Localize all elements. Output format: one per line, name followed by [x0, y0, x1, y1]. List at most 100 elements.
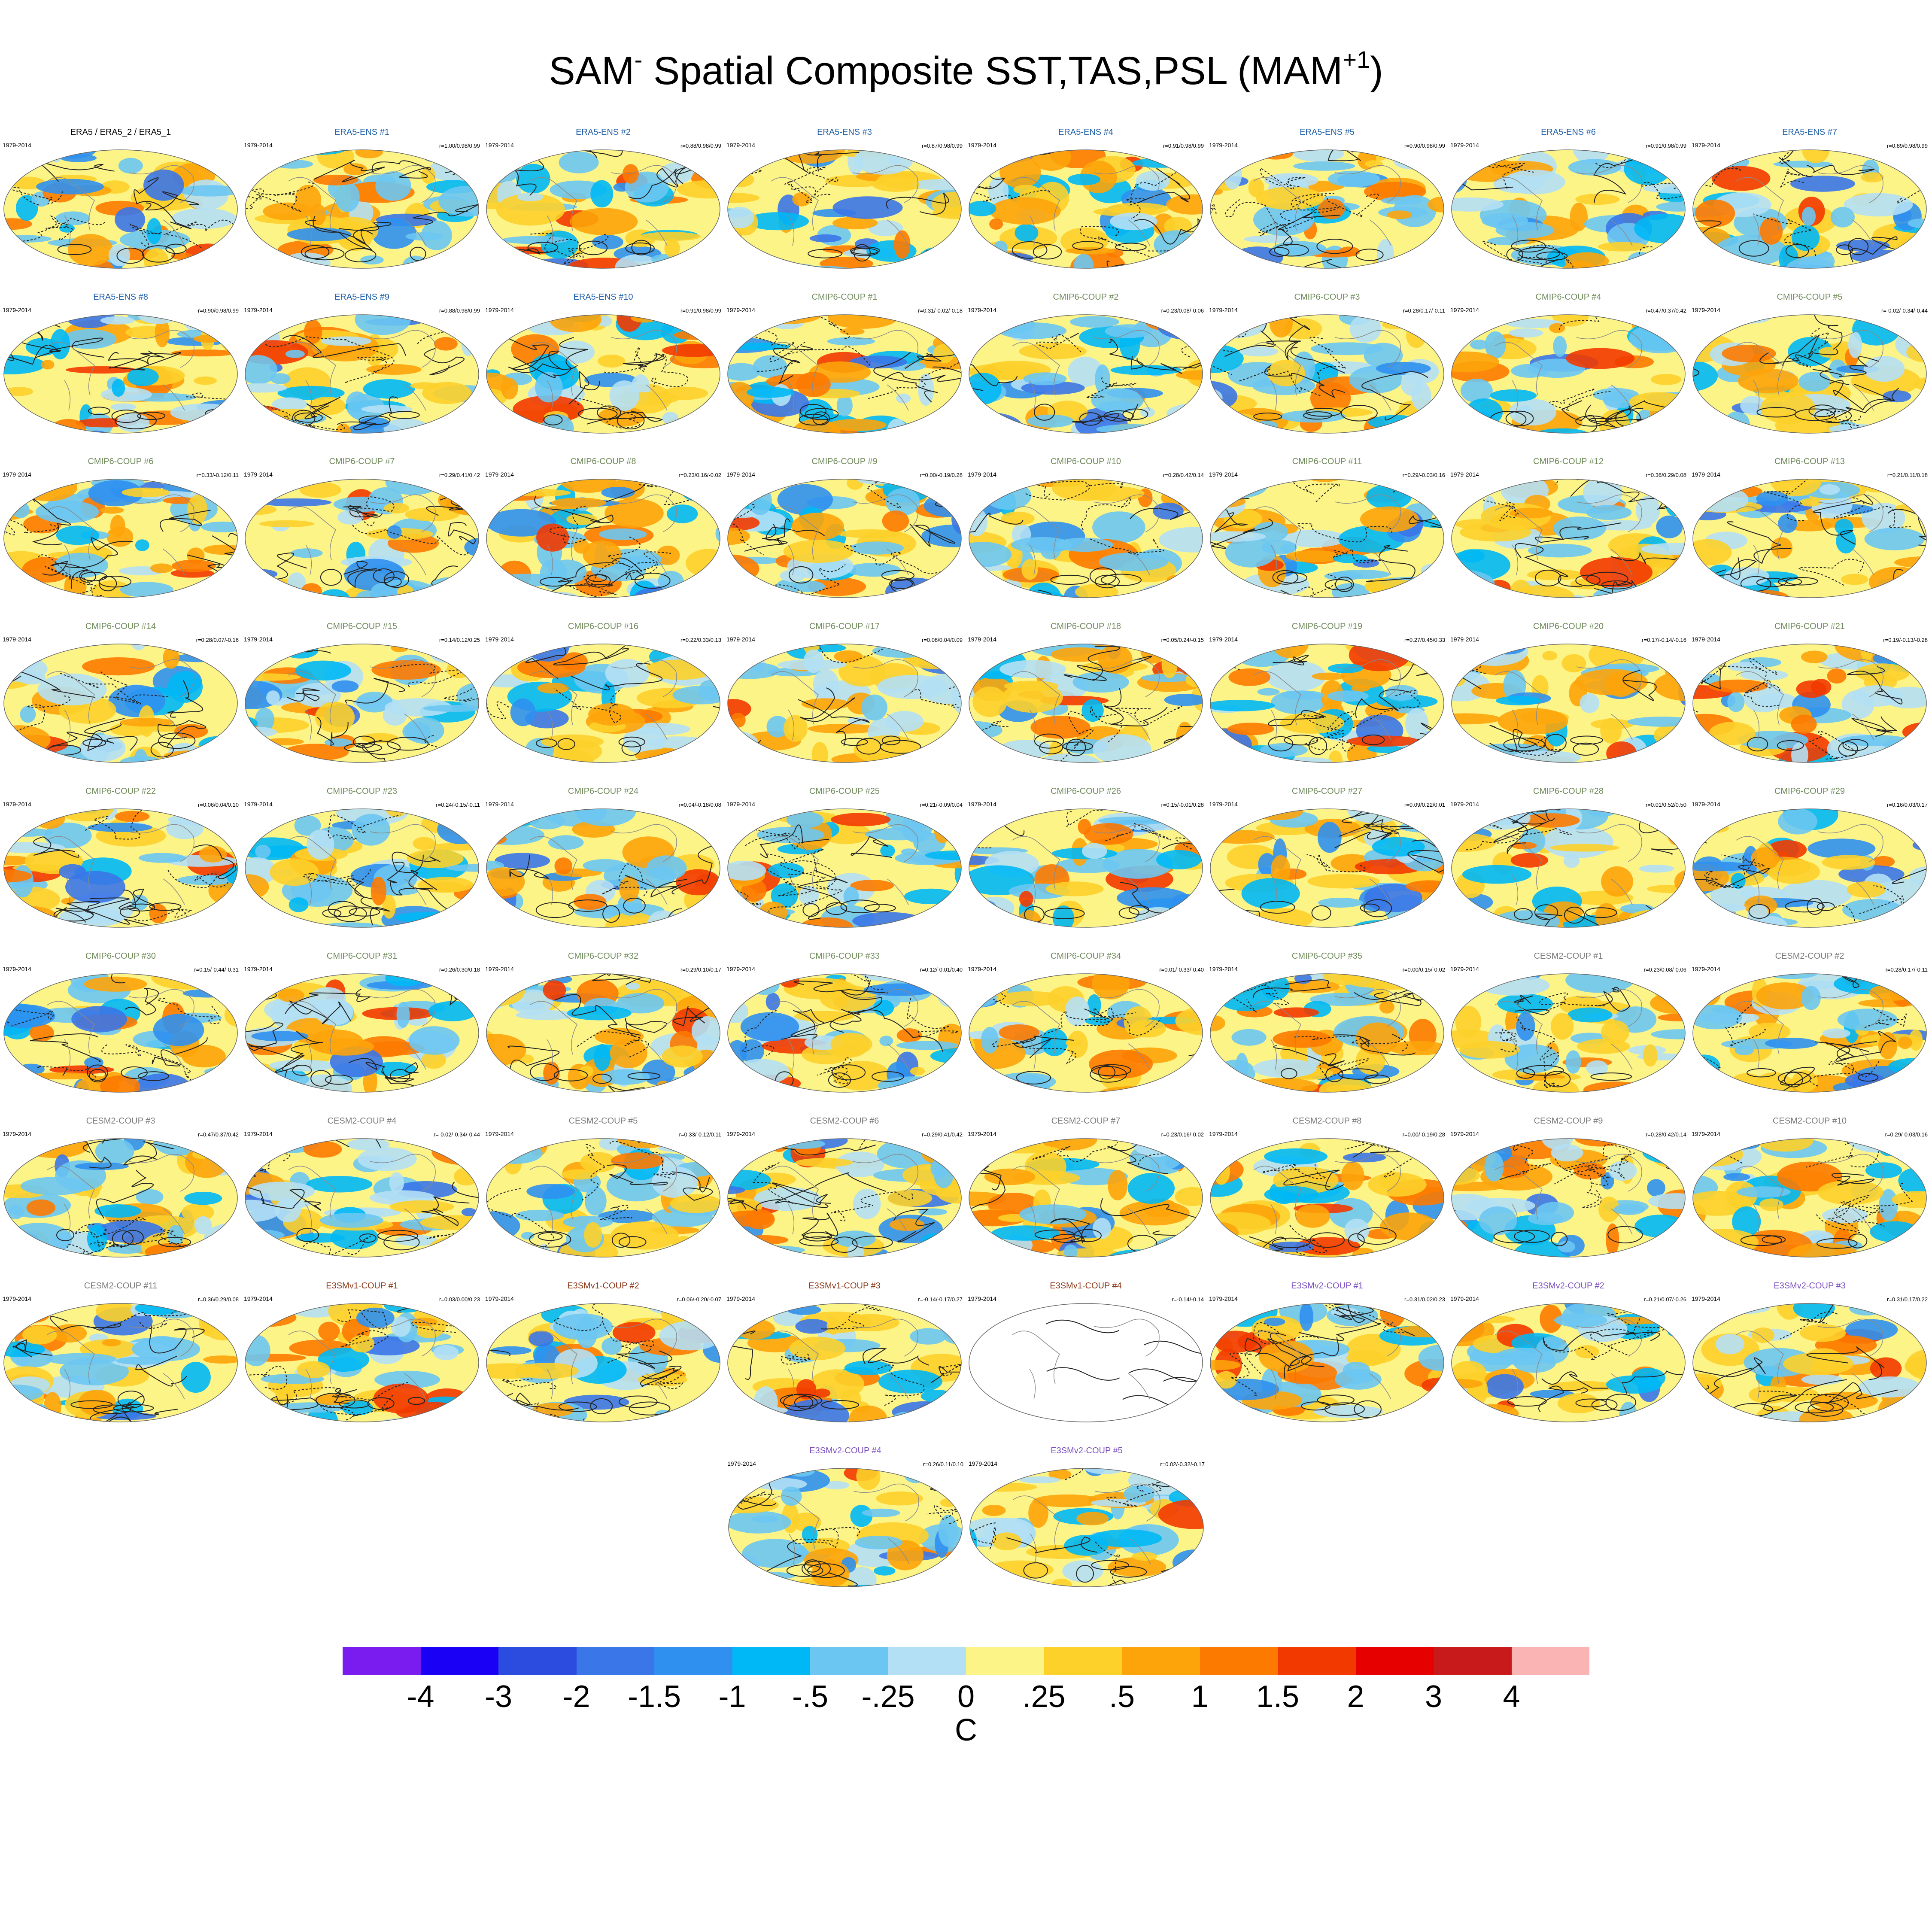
psl-contour [1013, 1036, 1075, 1059]
psl-contour [1452, 810, 1502, 843]
anomaly-patch [1792, 1070, 1818, 1092]
psl-contour [339, 222, 392, 246]
psl-contour [1269, 247, 1290, 257]
psl-contour [799, 1236, 839, 1247]
psl-contour [724, 269, 743, 271]
anomaly-patch [1307, 874, 1380, 889]
psl-contour [553, 645, 629, 665]
anomaly-patch [1019, 1476, 1060, 1483]
coastline [47, 659, 194, 740]
anomaly-patch [1892, 1191, 1926, 1209]
psl-contour [42, 560, 88, 589]
anomaly-patch [783, 540, 854, 563]
psl-contour [354, 496, 395, 526]
panel-pattern-correlation: r=0.06/-0.20/-0.07 [677, 1296, 721, 1303]
anomaly-patch [456, 682, 479, 710]
panel-pattern-correlation: r=-0.02/-0.34/-0.44 [1881, 307, 1928, 314]
anomaly-patch [1318, 822, 1342, 853]
anomaly-patch [740, 1012, 799, 1042]
anomaly-patch [516, 164, 550, 194]
panel-years: 1979-2014 [1450, 1295, 1479, 1302]
anomaly-patch [1749, 1023, 1791, 1041]
panel-years: 1979-2014 [1209, 471, 1238, 478]
psl-contour [812, 411, 830, 425]
anomaly-patch [447, 660, 473, 678]
anomaly-patch [494, 574, 562, 587]
psl-contour [1274, 243, 1309, 257]
anomaly-patch [1216, 315, 1236, 328]
coastline [529, 989, 677, 1070]
coastline [1495, 330, 1642, 411]
map-border [969, 1138, 1203, 1258]
anomaly-patch [198, 736, 236, 755]
psl-contour [1564, 906, 1585, 924]
anomaly-patch [1462, 809, 1506, 810]
psl-contour [121, 1066, 148, 1079]
anomaly-patch [1341, 1161, 1364, 1191]
coastline [1495, 989, 1642, 1070]
anomaly-patch [1657, 150, 1685, 158]
anomaly-patch [997, 809, 1010, 818]
anomaly-patch [1899, 150, 1918, 163]
anomaly-patch [1210, 531, 1266, 542]
global-map [245, 1138, 479, 1258]
anomaly-patch [118, 158, 143, 174]
anomaly-patch [1285, 550, 1342, 562]
panel-pattern-correlation: r=0.22/0.33/0.13 [680, 637, 721, 643]
anomaly-patch [714, 815, 720, 832]
anomaly-patch [200, 417, 237, 433]
psl-contour [111, 974, 138, 984]
anomaly-patch [1110, 365, 1182, 375]
panel-years: 1979-2014 [726, 471, 755, 478]
panel-pattern-correlation: r=0.90/0.98/0.99 [1404, 143, 1445, 149]
anomaly-patch [251, 914, 295, 927]
anomaly-patch [117, 413, 149, 432]
anomaly-patch [910, 1067, 925, 1075]
map-panel: CESM2-COUP #11 1979-2014 r=0.36/0.29/0.08 [0, 1281, 241, 1444]
psl-contour [1128, 905, 1149, 915]
anomaly-patch [844, 1361, 892, 1375]
anomaly-patch [1024, 1151, 1066, 1182]
psl-contour [1543, 1052, 1560, 1088]
anomaly-patch [969, 1145, 987, 1154]
anomaly-patch [1601, 866, 1633, 897]
psl-contour [1513, 995, 1549, 1015]
psl-contour [618, 1395, 658, 1408]
global-map [245, 1303, 479, 1422]
panel-years: 1979-2014 [3, 1130, 31, 1137]
psl-contour [1252, 979, 1331, 998]
panel-years: 1979-2014 [485, 1130, 514, 1137]
anomaly-patch [270, 858, 319, 886]
anomaly-patch [1643, 1044, 1658, 1067]
coastline [1736, 165, 1883, 246]
anomaly-patch [1019, 343, 1087, 360]
anomaly-patch [728, 809, 773, 817]
anomaly-patch [742, 1539, 808, 1568]
global-map [727, 1303, 962, 1422]
anomaly-patch [1227, 723, 1275, 735]
anomaly-patch [1561, 654, 1586, 673]
map-panel: CMIP6-COUP #13 1979-2014 r=0.21/0.11/0.18 [1689, 456, 1930, 620]
psl-contour [621, 741, 641, 756]
anomaly-patch [1728, 662, 1765, 672]
psl-contour [1851, 716, 1898, 737]
anomaly-patch [79, 734, 126, 762]
anomaly-patch [1293, 161, 1355, 171]
anomaly-patch [1606, 741, 1637, 762]
coastline [288, 824, 436, 905]
anomaly-patch [1052, 905, 1075, 927]
map-panel: CMIP6-COUP #32 1979-2014 r=0.29/0.10/0.17 [483, 951, 724, 1114]
figure-title: SAM- Spatial Composite SST,TAS,PSL (MAM+… [0, 47, 1932, 94]
map-border [3, 314, 238, 434]
map-panel: CMIP6-COUP #8 1979-2014 r=0.23/0.16/-0.02 [483, 456, 724, 620]
psl-contour [790, 1009, 862, 1040]
psl-contour [1847, 666, 1903, 705]
psl-contour [1280, 199, 1340, 222]
psl-contour [752, 1162, 796, 1205]
anomaly-patch [682, 482, 712, 501]
anomaly-patch [249, 754, 315, 762]
psl-contour [1798, 559, 1865, 586]
psl-contour [1597, 987, 1631, 1012]
anomaly-patch [746, 212, 809, 231]
psl-contour [448, 522, 476, 545]
